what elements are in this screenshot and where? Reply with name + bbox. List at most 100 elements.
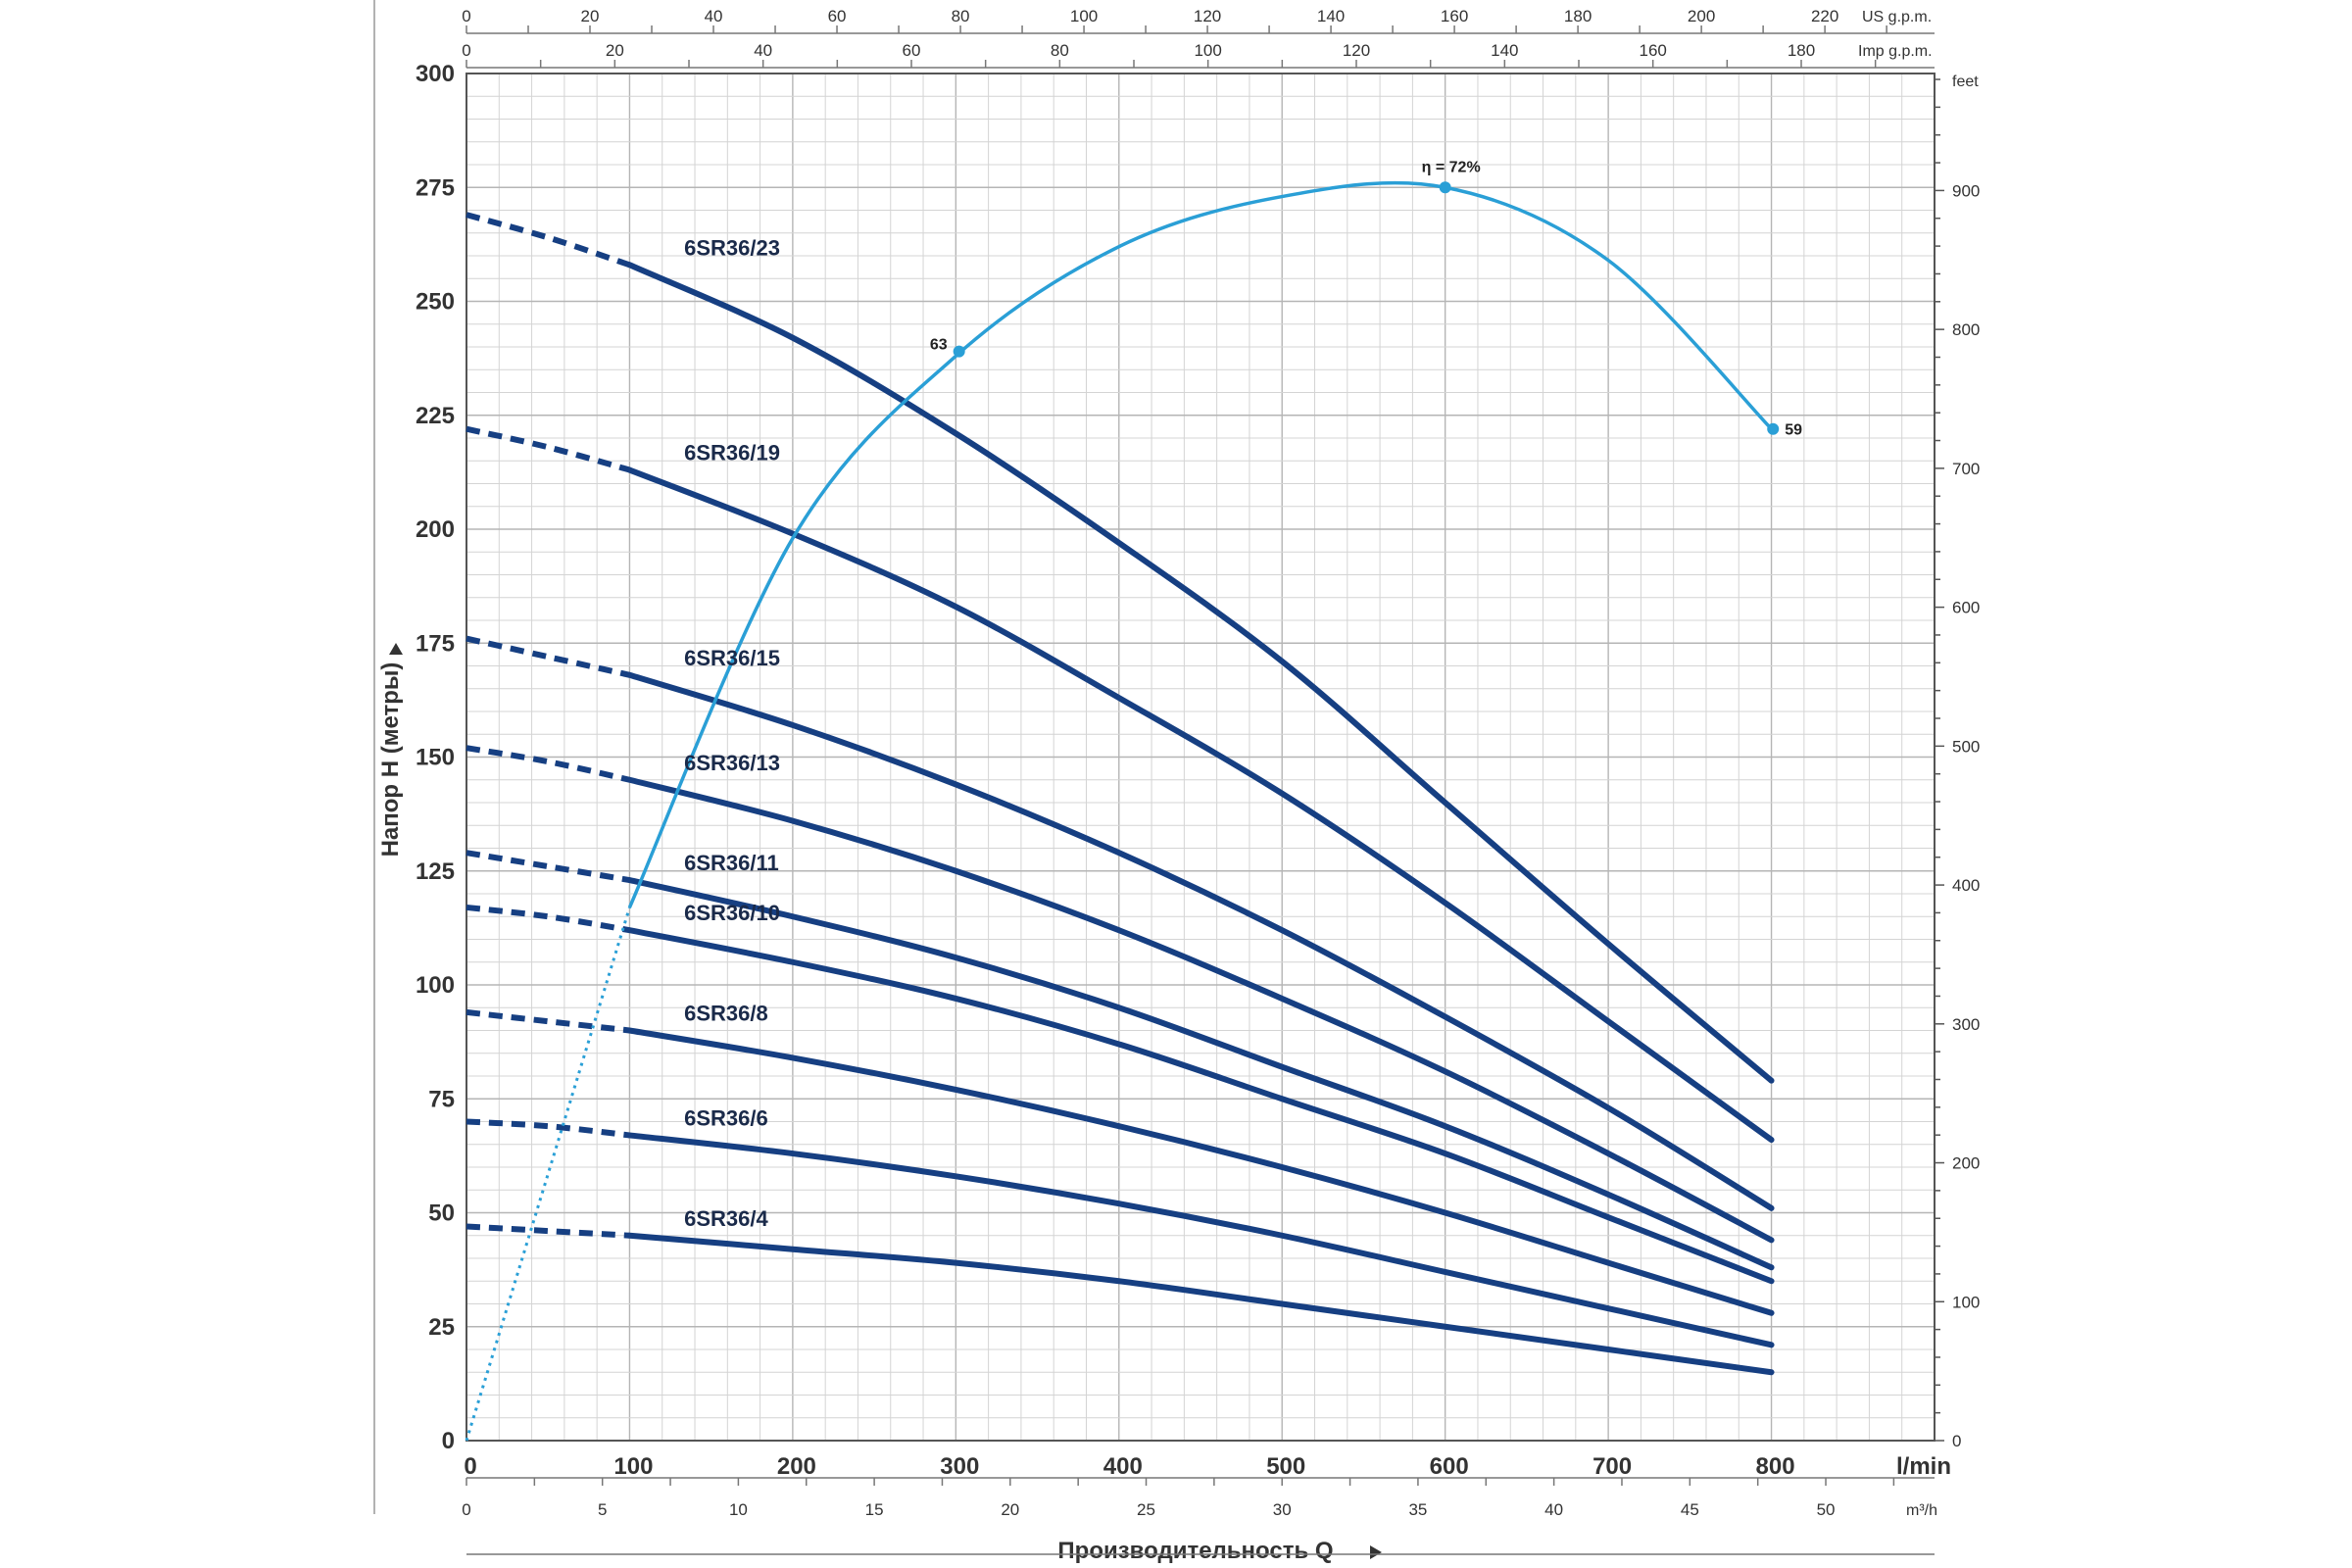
- feet-tick-label: 900: [1952, 181, 1980, 200]
- pump-curve-dashed: [466, 1118, 630, 1139]
- y-tick-label: 250: [416, 289, 455, 316]
- m3h-tick-label: 10: [729, 1500, 748, 1519]
- pump-curve: [626, 466, 1775, 1144]
- pump-curve: [626, 1132, 1775, 1348]
- pump-curve-label: 6SR36/19: [684, 441, 780, 466]
- m3h-tick-label: 25: [1137, 1500, 1155, 1519]
- pump-curve: [626, 262, 1775, 1084]
- labels-layer: 6SR36/23 6SR36/19 6SR36/15 6SR36/13 6SR36/11…: [684, 159, 1802, 1231]
- m3h-tick-label: 30: [1273, 1500, 1292, 1519]
- feet-tick-label: 300: [1952, 1015, 1980, 1034]
- y-tick-label: 25: [428, 1314, 455, 1341]
- pump-curve-label: 6SR36/13: [684, 751, 780, 775]
- efficiency-point-label: 59: [1785, 422, 1802, 439]
- pump-curve-dashed: [466, 212, 631, 269]
- m3h-tick-label: 20: [1001, 1500, 1019, 1519]
- efficiency-point: [1439, 181, 1451, 194]
- imp-gpm-tick-label: 100: [1194, 41, 1221, 60]
- us-gpm-tick-label: 180: [1564, 7, 1592, 25]
- us-gpm-tick-label: 140: [1317, 7, 1345, 25]
- efficiency-curve: [627, 180, 1773, 908]
- x-tick-label: 300: [940, 1453, 979, 1480]
- imp-gpm-tick-label: 160: [1639, 41, 1666, 60]
- efficiency-layer: [465, 180, 1780, 1442]
- imp-gpm-tick-label: 40: [754, 41, 772, 60]
- efficiency-point: [953, 345, 965, 358]
- us-gpm-tick-label: 160: [1441, 7, 1468, 25]
- plot-area-border: [466, 73, 1936, 1442]
- y-tick-label: 200: [416, 516, 455, 543]
- feet-unit-label: feet: [1952, 74, 1979, 90]
- pump-curve-dashed: [466, 1223, 630, 1239]
- y-tick-label: 125: [416, 858, 455, 885]
- imp-gpm-tick-label: 60: [903, 41, 921, 60]
- x-tick-label: 400: [1103, 1453, 1143, 1480]
- y-tick-label: 50: [428, 1200, 455, 1227]
- pump-curve: [626, 877, 1775, 1271]
- y-axis-arrow-icon: [389, 643, 403, 655]
- x-tick-label: 600: [1430, 1453, 1469, 1480]
- y-tick-label: 175: [416, 630, 455, 657]
- us-gpm-tick-label: 220: [1811, 7, 1838, 25]
- pump-curve: [626, 671, 1775, 1211]
- pump-curve: [626, 776, 1775, 1244]
- m3h-tick-label: 40: [1544, 1500, 1563, 1519]
- us-gpm-tick-label: 100: [1070, 7, 1098, 25]
- m3h-tick-label: 5: [598, 1500, 607, 1519]
- y-tick-label: 0: [442, 1428, 455, 1454]
- x-tick-label: 100: [613, 1453, 653, 1480]
- y-tick-label: 100: [416, 972, 455, 999]
- pump-curve-dashed: [466, 904, 630, 934]
- us-gpm-tick-label: 40: [705, 7, 723, 25]
- y-axis-title: Напор H (метры): [377, 662, 404, 858]
- pump-curve-dashed: [466, 425, 631, 473]
- pump-curve-label: 6SR36/10: [684, 901, 780, 925]
- x-axis-title: Производительность Q: [1057, 1538, 1333, 1564]
- us-gpm-unit-label: US g.p.m.: [1862, 9, 1932, 25]
- pump-curve: [626, 1027, 1775, 1316]
- m3h-tick-label: 15: [865, 1500, 884, 1519]
- efficiency-point-label: 63: [930, 337, 948, 354]
- efficiency-point-label: η = 72%: [1422, 159, 1481, 175]
- x-tick-label: 800: [1756, 1453, 1795, 1480]
- imp-gpm-tick-label: 20: [606, 41, 624, 60]
- y-tick-label: 75: [428, 1086, 455, 1112]
- feet-tick-label: 0: [1952, 1432, 1961, 1450]
- pump-curve-dashed: [466, 745, 631, 783]
- feet-tick-label: 600: [1952, 599, 1980, 617]
- x-unit-label: l/min: [1896, 1453, 1951, 1480]
- us-gpm-tick-label: 0: [462, 7, 470, 25]
- feet-tick-label: 700: [1952, 460, 1980, 478]
- x-tick-label: 0: [464, 1453, 476, 1480]
- imp-gpm-tick-label: 80: [1051, 41, 1069, 60]
- imp-gpm-tick-label: 140: [1491, 41, 1518, 60]
- y-tick-label: 225: [416, 403, 455, 429]
- y-tick-label: 300: [416, 61, 455, 87]
- pump-curve: [626, 1232, 1775, 1376]
- x-tick-label: 500: [1266, 1453, 1305, 1480]
- pump-curve-dashed: [466, 1008, 630, 1034]
- y-tick-label: 150: [416, 745, 455, 771]
- pump-curve-label: 6SR36/11: [684, 851, 779, 875]
- pump-curve: [626, 927, 1775, 1285]
- series-layer: [466, 212, 1775, 1376]
- us-gpm-tick-label: 120: [1194, 7, 1221, 25]
- imp-gpm-tick-label: 180: [1788, 41, 1815, 60]
- imp-gpm-tick-label: 0: [462, 41, 470, 60]
- feet-tick-label: 500: [1952, 737, 1980, 756]
- pump-curve-label: 6SR36/4: [684, 1206, 768, 1231]
- us-gpm-tick-label: 200: [1688, 7, 1715, 25]
- m3h-unit-label: m³/h: [1906, 1502, 1937, 1519]
- x-tick-label: 200: [777, 1453, 816, 1480]
- pump-curve-label: 6SR36/6: [684, 1105, 768, 1130]
- pump-curve-label: 6SR36/8: [684, 1002, 768, 1026]
- x-axis-arrow-icon: [1370, 1545, 1382, 1559]
- m3h-tick-label: 45: [1681, 1500, 1699, 1519]
- x-tick-label: 700: [1592, 1453, 1632, 1480]
- y-tick-label: 275: [416, 174, 455, 201]
- us-gpm-tick-label: 20: [581, 7, 600, 25]
- pump-curve-label: 6SR36/23: [684, 235, 780, 260]
- pump-curve-dashed: [466, 635, 631, 678]
